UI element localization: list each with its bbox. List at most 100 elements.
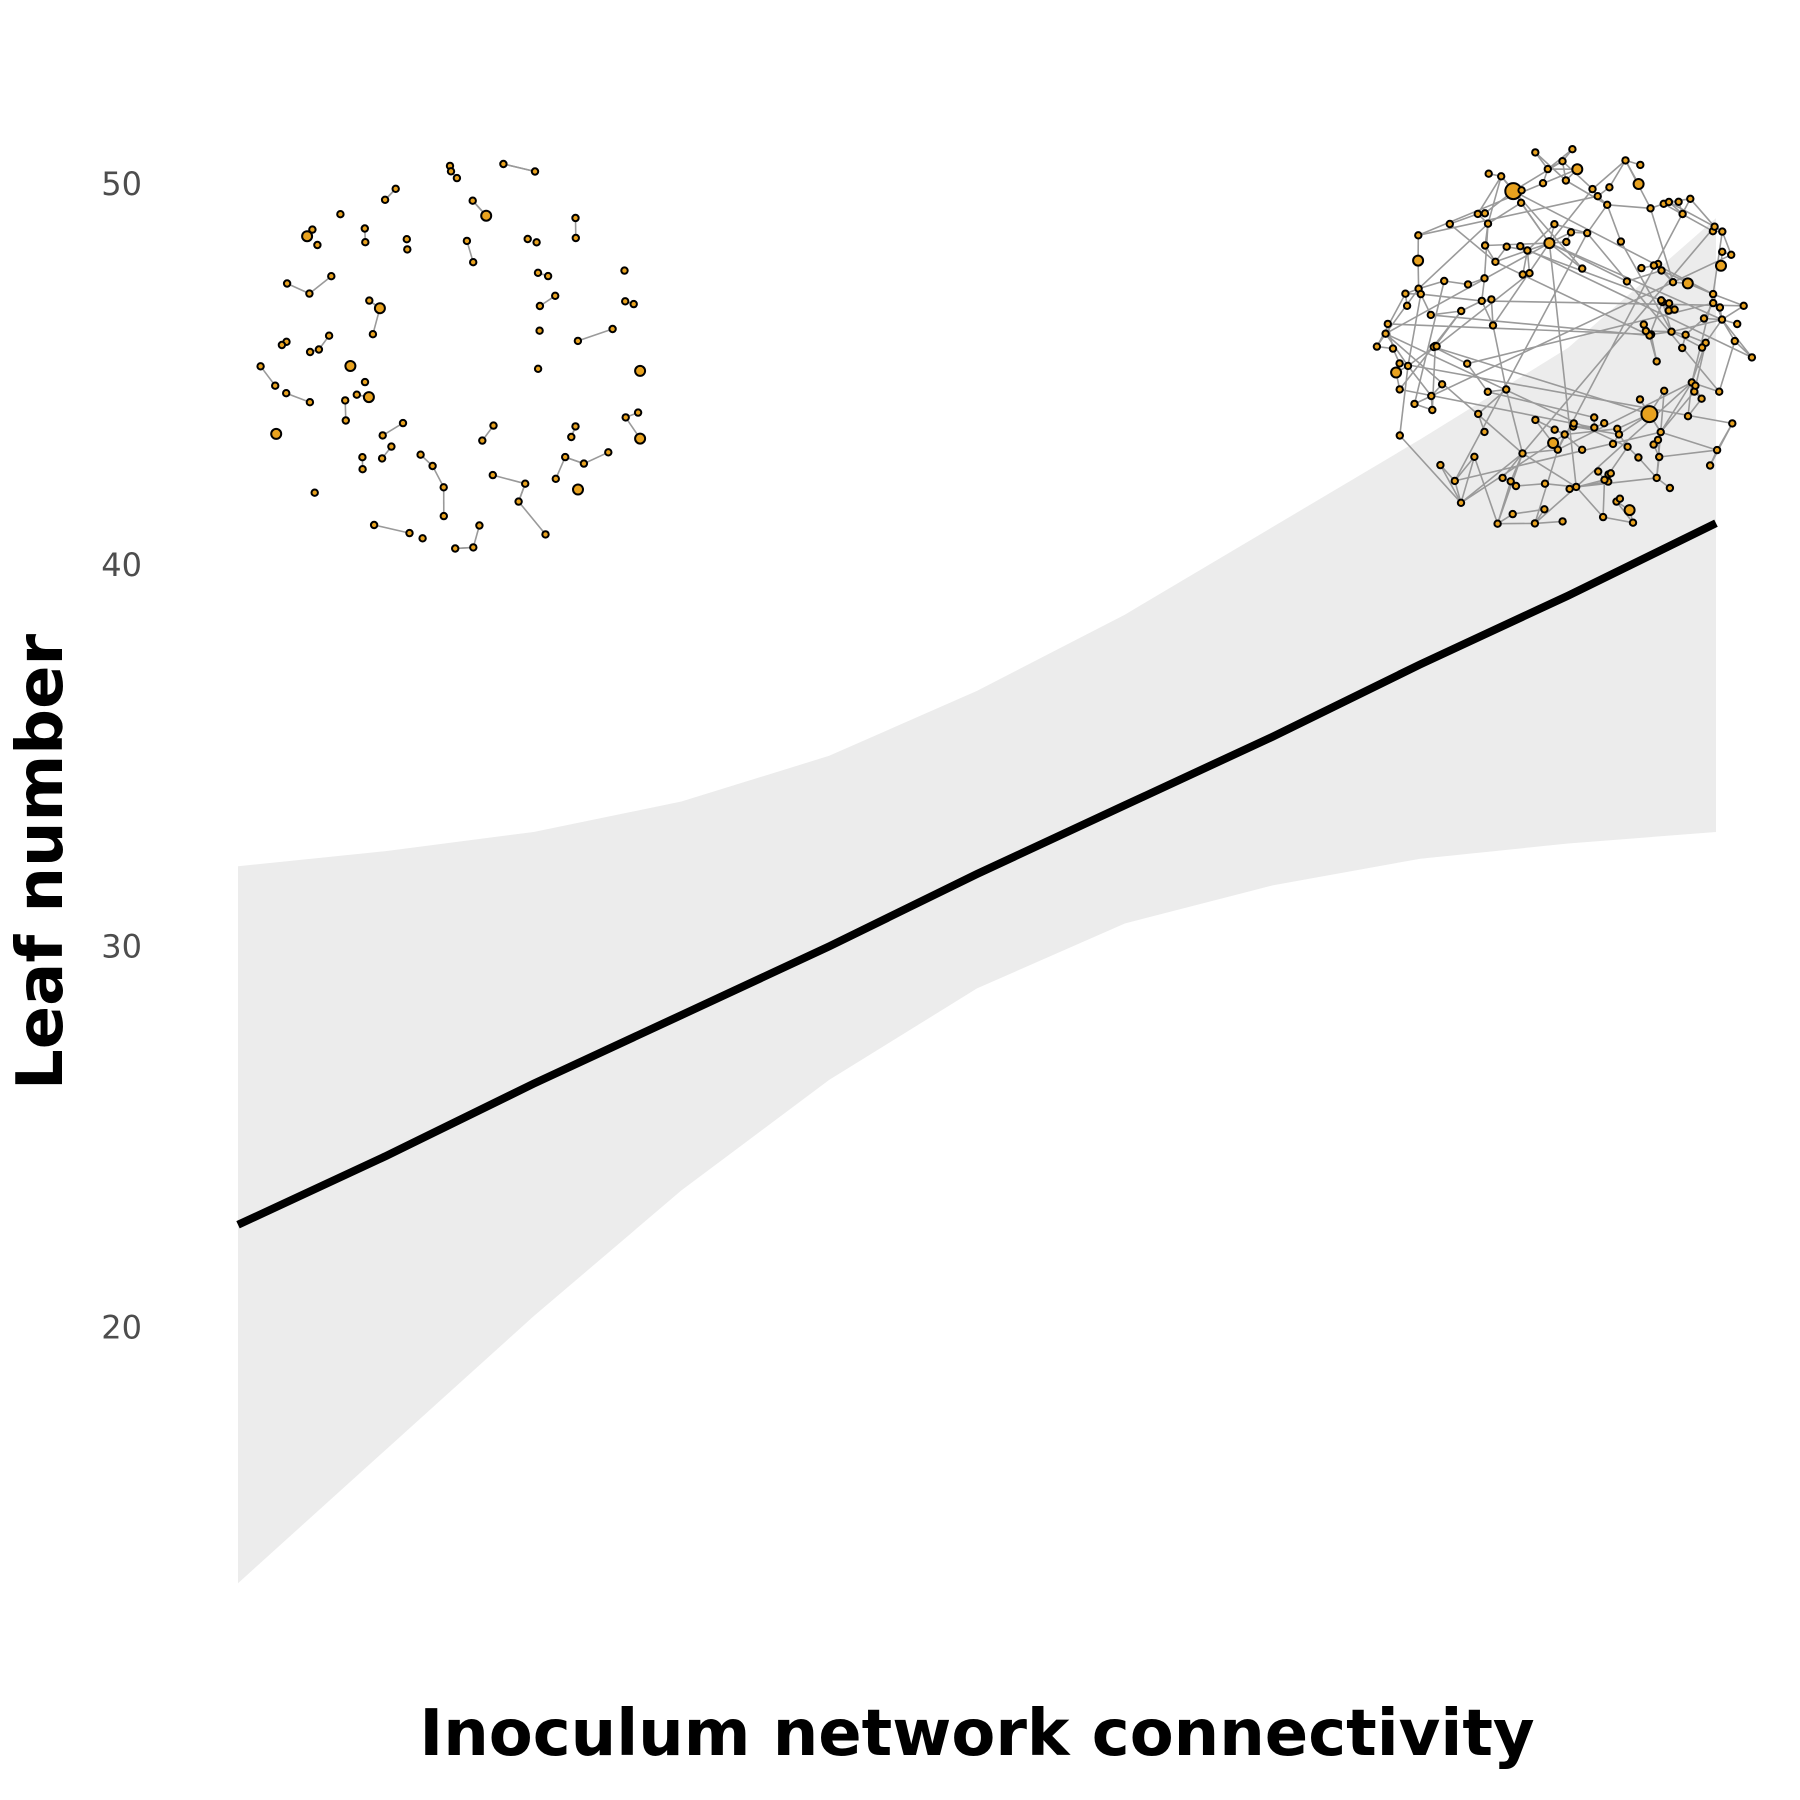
network-edge [308, 275, 332, 295]
network-node [1511, 481, 1521, 491]
network-node [571, 233, 580, 243]
network-edge [1689, 198, 1716, 228]
network-edge [1407, 293, 1422, 367]
network-node [475, 521, 484, 530]
y-tick-label: 50 [101, 165, 142, 203]
network-node [1712, 445, 1722, 455]
network-edge [1417, 168, 1578, 237]
network-node [1615, 494, 1625, 503]
network-node [1600, 419, 1609, 428]
network-node [305, 398, 315, 407]
network-edge [285, 392, 311, 403]
network-node [1623, 504, 1636, 517]
network-node [1550, 220, 1559, 229]
network-edge [1687, 382, 1693, 417]
network-node [1372, 342, 1382, 351]
network-node [402, 235, 411, 244]
network-node [1632, 178, 1645, 190]
network-node [1640, 405, 1659, 424]
network-node [1683, 412, 1693, 421]
network-node [1432, 342, 1441, 351]
network-node [358, 453, 367, 462]
network-edge [1522, 452, 1577, 488]
network-node [1477, 296, 1487, 306]
network-node [572, 483, 584, 496]
network-edge [1709, 423, 1734, 466]
network-edge [1575, 486, 1604, 518]
network-edge [1399, 310, 1462, 390]
network-node [478, 436, 487, 445]
network-edge [1399, 365, 1409, 436]
network-edge [1418, 223, 1489, 290]
network-edge [1454, 431, 1661, 482]
y-tick-label: 40 [101, 546, 142, 584]
network-node [1635, 395, 1645, 404]
network-node [1550, 425, 1559, 434]
network-node [1634, 453, 1643, 462]
network-node [543, 271, 553, 281]
network-node [1395, 431, 1405, 440]
network-node [378, 431, 387, 440]
network-edge [1608, 159, 1627, 188]
network-edge [1549, 242, 1628, 283]
network-node [1412, 254, 1425, 267]
network-edge [577, 328, 613, 342]
network-node [608, 324, 617, 334]
network-node [551, 291, 560, 300]
network-node [488, 470, 497, 480]
network-node [256, 362, 265, 371]
network-node [1718, 227, 1727, 236]
network-node [1561, 176, 1571, 185]
network-node [462, 236, 472, 246]
network-edge [1481, 300, 1744, 307]
network-edge [1549, 242, 1723, 321]
network-node [1488, 321, 1498, 330]
network-node [1715, 303, 1725, 312]
network-node [1747, 353, 1757, 362]
network-edge [1650, 334, 1658, 362]
network-node [1381, 329, 1390, 338]
network-edge [1430, 314, 1650, 337]
network-node [1588, 184, 1597, 194]
network-node [634, 432, 647, 445]
network-node [521, 479, 530, 488]
network-node [1628, 518, 1638, 527]
network-node [1705, 461, 1715, 470]
network-edge [1557, 198, 1692, 451]
network-node [1578, 264, 1587, 273]
network-edge [1607, 204, 1651, 210]
network-edge [1483, 223, 1489, 279]
network-node [604, 448, 613, 457]
network-edge [1626, 269, 1662, 283]
network-node [327, 272, 336, 281]
network-node [1730, 336, 1740, 346]
network-node [1569, 419, 1579, 428]
network-node [1686, 194, 1695, 204]
network-node [380, 195, 390, 205]
network-edge [1564, 428, 1618, 436]
network-node [1593, 192, 1602, 201]
network-node [1733, 319, 1742, 329]
network-node [499, 159, 508, 169]
network-node [1583, 228, 1592, 238]
network-node [1566, 228, 1576, 237]
network-node [571, 422, 580, 431]
network-node [405, 528, 414, 538]
network-node [1403, 361, 1413, 371]
confidence-ribbon [238, 218, 1716, 1584]
network-node [416, 450, 425, 459]
network-node [439, 511, 448, 521]
network-node [1491, 257, 1500, 266]
network-edge [1454, 456, 1476, 482]
network-node [1517, 186, 1526, 195]
network-edge [1671, 330, 1703, 349]
network-node [489, 421, 498, 430]
network-node [1456, 498, 1466, 507]
network-node [313, 240, 322, 250]
network-node [1697, 343, 1707, 352]
network-node [1571, 163, 1584, 176]
network-node [1603, 200, 1612, 210]
network-node [1470, 452, 1479, 461]
network-edge [1515, 482, 1546, 487]
network-node [1388, 344, 1398, 353]
